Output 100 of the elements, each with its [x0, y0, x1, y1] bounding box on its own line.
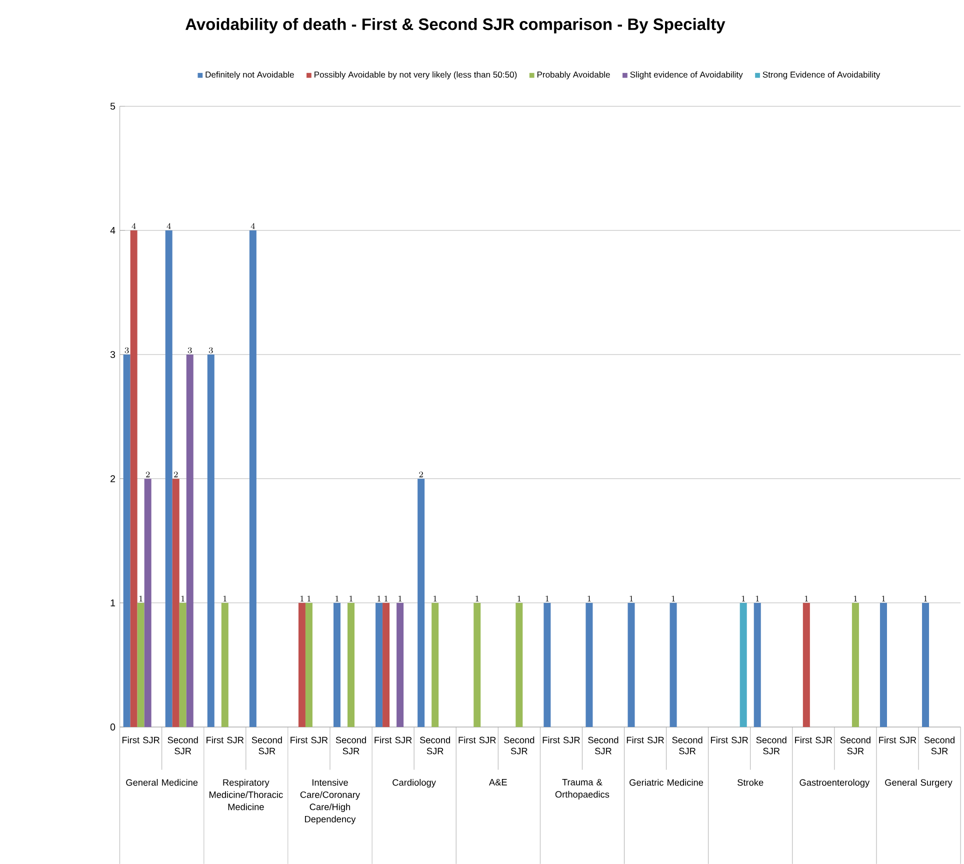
data-label: 1: [476, 596, 479, 602]
text: Geriatric Medicine: [630, 778, 704, 786]
y-tick-label: 5: [110, 102, 116, 110]
data-label: 1: [672, 596, 675, 602]
x-tick-label: Second SJR: [924, 736, 954, 754]
x-tick-label: First SJR: [374, 736, 412, 744]
text: Cardiology: [392, 778, 436, 788]
bar: [334, 602, 341, 727]
text: General Medicine: [126, 778, 198, 786]
x-tick-label: First SJR: [458, 736, 496, 744]
x-tick-label: First SJR: [122, 736, 160, 744]
data-label: 1: [300, 596, 304, 602]
bar: [186, 354, 194, 727]
data-label: 3: [188, 347, 192, 354]
x-tick-label: Second SJR: [336, 736, 366, 754]
data-label: 1: [307, 596, 311, 602]
data-label: 1: [139, 596, 142, 602]
bar: [123, 354, 130, 727]
x-tick-label: First SJR: [879, 736, 916, 744]
data-label: 1: [630, 596, 633, 602]
data-label: 1: [546, 596, 549, 602]
bar: [396, 602, 404, 727]
text: Gastroenterology: [800, 778, 870, 788]
bar: [382, 602, 390, 727]
data-label: 3: [208, 347, 213, 354]
x-tick-label: Second SJR: [756, 736, 786, 754]
bar: [130, 230, 138, 727]
data-label: 1: [350, 596, 353, 602]
bar: [802, 602, 810, 727]
y-tick-label: 1: [110, 599, 116, 606]
x-tick-label: Second SJR: [588, 736, 618, 754]
bar: [179, 602, 186, 727]
text: Intensive Care/Coronary Care/High Dependency: [300, 778, 360, 824]
text: Stroke: [738, 778, 764, 786]
data-label: 1: [518, 596, 521, 602]
legend-label: Slight evidence of Avoidability: [630, 71, 743, 80]
bar: [880, 602, 887, 727]
bar: [165, 230, 172, 727]
bar: [474, 602, 481, 727]
x-tick-label: Second SJR: [252, 736, 282, 754]
bar: [670, 602, 677, 727]
bar: [207, 354, 214, 727]
data-label: 1: [384, 596, 388, 602]
bar: [432, 602, 439, 727]
text: Trauma & Orthopaedics: [555, 778, 610, 800]
bar: [172, 478, 180, 727]
y-tick-label: 3: [110, 351, 116, 358]
data-label: 1: [398, 596, 402, 602]
data-label: 1: [434, 596, 437, 602]
data-label: 4: [132, 223, 136, 229]
x-tick-label: Second SJR: [504, 736, 534, 754]
bar: [249, 230, 256, 727]
x-tick-label: First SJR: [542, 736, 580, 744]
text: General Surgery: [885, 778, 952, 788]
data-label: 1: [336, 596, 339, 602]
bar: [628, 602, 635, 727]
x-tick-label: First SJR: [206, 736, 244, 744]
bar: [544, 602, 551, 727]
data-label: 1: [854, 596, 858, 602]
data-label: 1: [223, 596, 227, 602]
bar: [516, 602, 523, 727]
data-label: 2: [174, 472, 178, 478]
y-tick-label: 0: [110, 723, 116, 730]
legend-label: Definitely not Avoidable: [206, 71, 294, 80]
bar: [144, 478, 152, 727]
x-tick-label: Second SJR: [840, 736, 870, 754]
data-label: 4: [250, 223, 256, 229]
data-label: 1: [181, 596, 184, 602]
data-label: 3: [124, 347, 129, 354]
data-label: 2: [419, 472, 423, 478]
legend-label: Possibly Avoidable by not very likely (less than 50:50): [314, 71, 517, 80]
data-label: 2: [146, 472, 150, 478]
data-label: 1: [588, 596, 591, 602]
bar: [754, 602, 761, 727]
data-label: 1: [378, 596, 381, 602]
y-tick-label: 4: [110, 226, 116, 234]
bar: [852, 602, 859, 727]
x-tick-label: First SJR: [290, 736, 328, 744]
data-label: 1: [756, 596, 759, 602]
bar: [305, 602, 312, 727]
y-tick-label: 2: [110, 475, 115, 482]
legend-label: Probably Avoidable: [537, 71, 610, 80]
x-tick-label: Second SJR: [168, 736, 198, 754]
bar: [586, 602, 593, 727]
data-label: 1: [742, 596, 745, 602]
legend-label: Strong Evidence of Avoidability: [762, 71, 880, 80]
bar: [418, 478, 425, 727]
data-label: 1: [882, 596, 886, 602]
x-tick-label: First SJR: [626, 736, 664, 744]
text: Respiratory Medicine/Thoracic Medicine: [209, 778, 283, 810]
bar: [298, 602, 306, 727]
data-label: 1: [924, 596, 928, 602]
x-tick-label: First SJR: [711, 736, 748, 744]
bar: [348, 602, 355, 727]
bar: [922, 602, 930, 727]
bar: [376, 602, 383, 727]
bar: [137, 602, 144, 727]
data-label: 4: [166, 223, 171, 229]
bar: [740, 602, 747, 727]
text: A&E: [488, 778, 507, 786]
